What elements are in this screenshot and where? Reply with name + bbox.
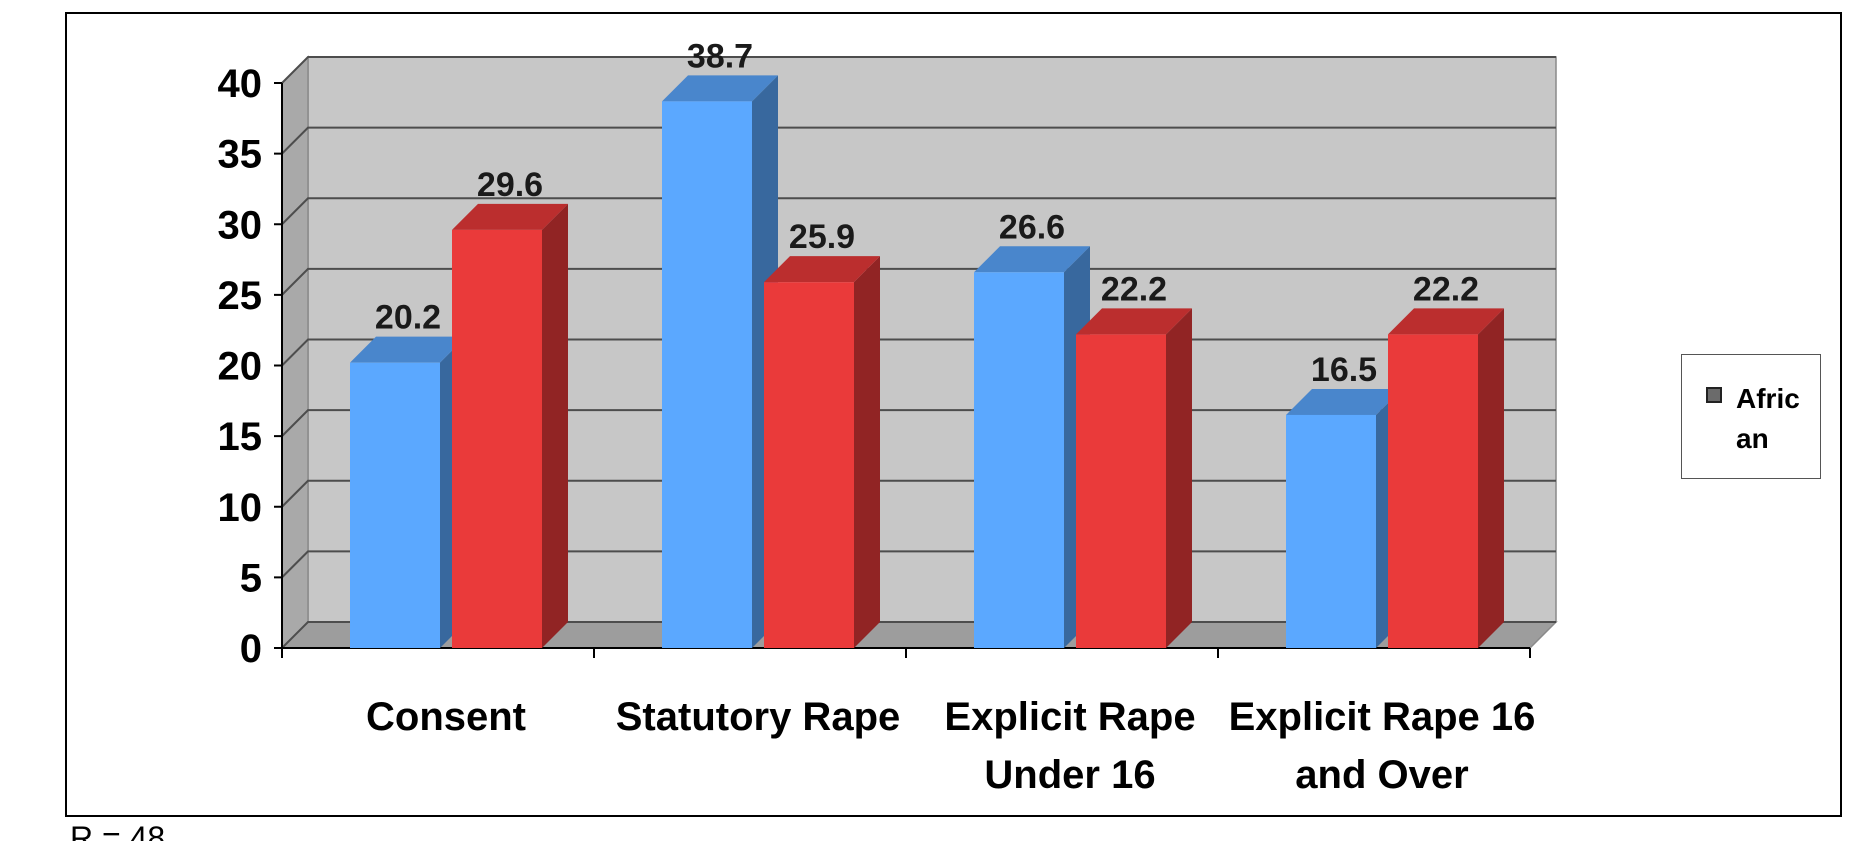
data-label-s0-c2: 26.6 (999, 208, 1065, 246)
category-label-3-line-0: Explicit Rape 16 (1229, 695, 1536, 739)
bar-side-s1-c1 (854, 256, 880, 648)
data-label-s1-c2: 22.2 (1101, 270, 1167, 308)
data-label-s1-c1: 25.9 (789, 218, 855, 256)
y-tick-label-15: 15 (218, 415, 263, 459)
data-label-s1-c0: 29.6 (477, 166, 543, 204)
bar-top-s0-c1 (662, 75, 778, 102)
bar-top-s1-c1 (764, 256, 880, 283)
y-tick-label-0: 0 (240, 627, 262, 671)
bar-top-s0-c2 (974, 246, 1090, 273)
bar-s0-c3 (1286, 414, 1376, 648)
gridline-25 (281, 267, 1556, 296)
category-label-1-line-0: Statutory Rape (616, 695, 901, 739)
data-label-s0-c0: 20.2 (375, 299, 441, 337)
y-tick-label-20: 20 (218, 345, 263, 389)
gridline-30 (281, 197, 1556, 225)
bar-s1-c2 (1076, 334, 1166, 648)
y-tick-label-30: 30 (218, 203, 263, 247)
bar-top-s1-c3 (1388, 308, 1504, 335)
legend: African (1681, 354, 1821, 479)
bar-side-s1-c2 (1166, 308, 1192, 648)
y-tick-label-40: 40 (218, 62, 263, 106)
footnote: R = 48 (70, 820, 166, 841)
bar-s1-c1 (764, 282, 854, 648)
legend-swatch-african (1706, 387, 1722, 403)
bar-side-s1-c0 (542, 203, 568, 648)
bar-s0-c0 (350, 362, 440, 648)
category-label-2-line-1: Under 16 (984, 753, 1155, 797)
bar-s0-c1 (662, 101, 752, 649)
data-label-s0-c3: 16.5 (1311, 351, 1377, 389)
category-label-0-line-0: Consent (366, 695, 526, 739)
bar-top-s0-c0 (350, 336, 466, 363)
bar-top-s1-c0 (452, 203, 568, 230)
data-label-s0-c1: 38.7 (687, 37, 753, 75)
y-tick-label-35: 35 (218, 133, 263, 177)
gridline-35 (281, 126, 1556, 155)
category-label-3-line-1: and Over (1295, 753, 1468, 797)
category-label-2-line-0: Explicit Rape (944, 695, 1195, 739)
data-label-s1-c3: 22.2 (1413, 270, 1479, 308)
bar-side-s1-c3 (1478, 308, 1504, 648)
bar-s1-c3 (1388, 334, 1478, 648)
y-tick-label-25: 25 (218, 274, 263, 318)
bar-top-s1-c2 (1076, 308, 1192, 335)
bar-top-s0-c3 (1286, 388, 1402, 415)
gridline-40 (281, 56, 1556, 84)
bar-s0-c2 (974, 272, 1064, 648)
bar-s1-c0 (452, 229, 542, 648)
y-tick-label-10: 10 (218, 486, 263, 530)
y-tick-label-5: 5 (240, 556, 262, 600)
legend-label-african: African (1736, 383, 1800, 454)
